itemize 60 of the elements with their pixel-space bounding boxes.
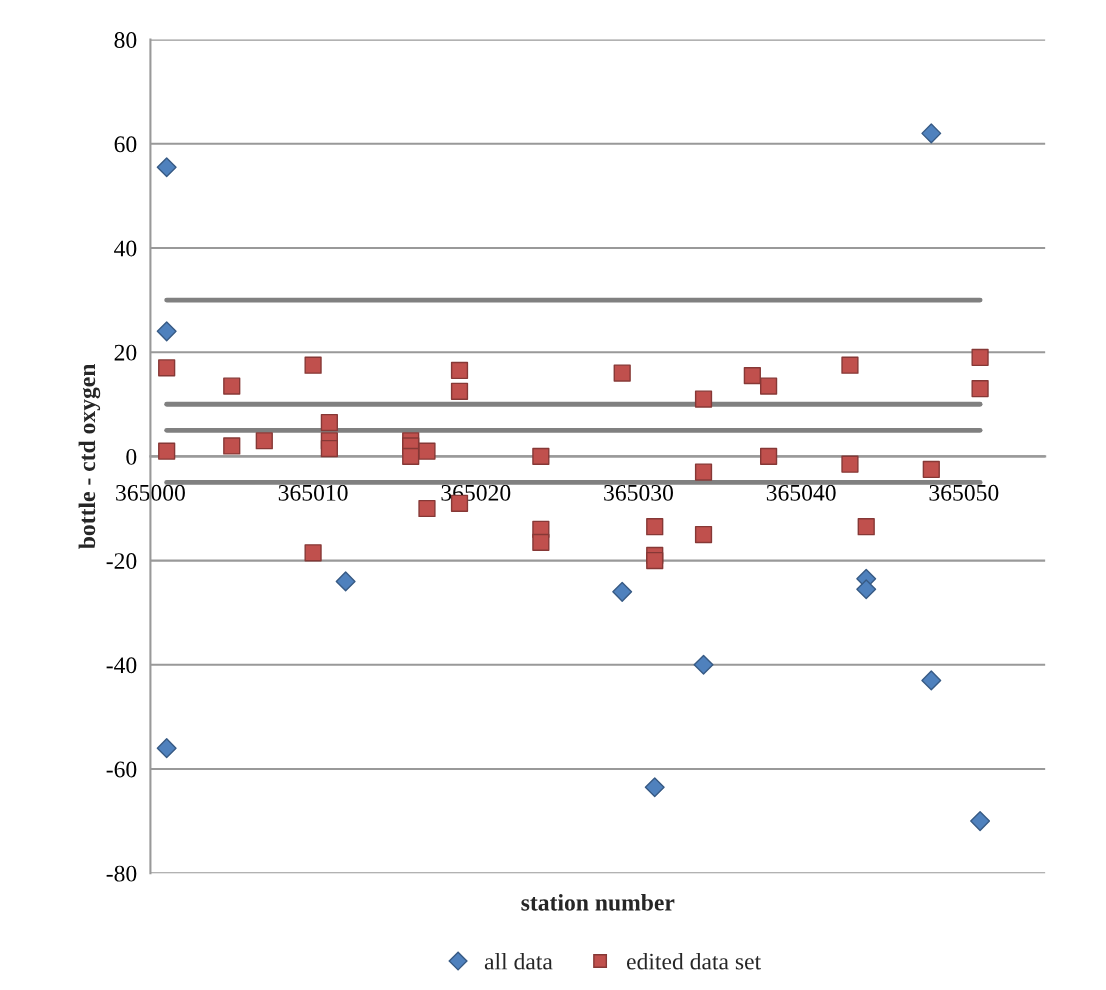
y-tick-label: -40 <box>106 657 137 674</box>
point <box>450 382 469 400</box>
point <box>418 442 436 460</box>
point <box>335 571 356 592</box>
point <box>532 447 550 466</box>
point <box>158 359 176 377</box>
y-tick-label: -80 <box>106 865 137 882</box>
x-tick-label: 365000 <box>116 484 185 501</box>
point <box>418 499 436 518</box>
point <box>223 377 241 395</box>
x-tick-label: 365050 <box>929 484 999 501</box>
point <box>857 518 875 536</box>
point <box>402 447 420 466</box>
point <box>921 670 942 691</box>
point <box>921 123 942 144</box>
point <box>223 437 241 455</box>
point <box>646 518 664 536</box>
point <box>158 442 176 460</box>
point <box>644 777 665 798</box>
point <box>693 654 714 675</box>
point <box>856 579 877 600</box>
point <box>255 432 273 450</box>
point <box>156 738 177 759</box>
point <box>156 321 177 342</box>
point <box>971 380 989 398</box>
y-tick-label: 60 <box>114 136 137 153</box>
x-tick-label: 365030 <box>604 484 673 501</box>
y-tick-label: -60 <box>106 761 137 778</box>
point <box>613 364 631 382</box>
x-tick-label: 365010 <box>278 484 348 501</box>
point <box>841 356 859 374</box>
point <box>320 439 338 458</box>
point <box>156 157 177 178</box>
point <box>743 367 761 385</box>
legend-label: all data <box>484 952 553 970</box>
point <box>646 551 664 570</box>
y-tick-label: 0 <box>126 448 137 465</box>
point <box>304 544 322 562</box>
point <box>320 413 338 432</box>
point <box>532 533 550 551</box>
point <box>970 811 991 832</box>
y-tick-label: 80 <box>114 32 137 49</box>
y-tick-label: 20 <box>114 344 137 361</box>
point <box>694 525 713 544</box>
point <box>759 377 778 395</box>
x-tick-label: 365040 <box>766 484 836 501</box>
point <box>971 348 989 367</box>
y-tick-label: -20 <box>106 553 137 570</box>
point <box>612 581 633 602</box>
legend-label: edited data set <box>626 952 761 970</box>
y-tick-label: 40 <box>114 240 137 257</box>
point <box>694 390 713 408</box>
point <box>304 356 322 374</box>
point <box>922 460 940 479</box>
point <box>841 455 859 473</box>
x-axis-title: station number <box>521 894 675 911</box>
y-axis-title: bottle - ctd oxygen <box>78 363 101 549</box>
point <box>694 463 713 481</box>
point <box>450 361 469 380</box>
point <box>759 447 778 466</box>
